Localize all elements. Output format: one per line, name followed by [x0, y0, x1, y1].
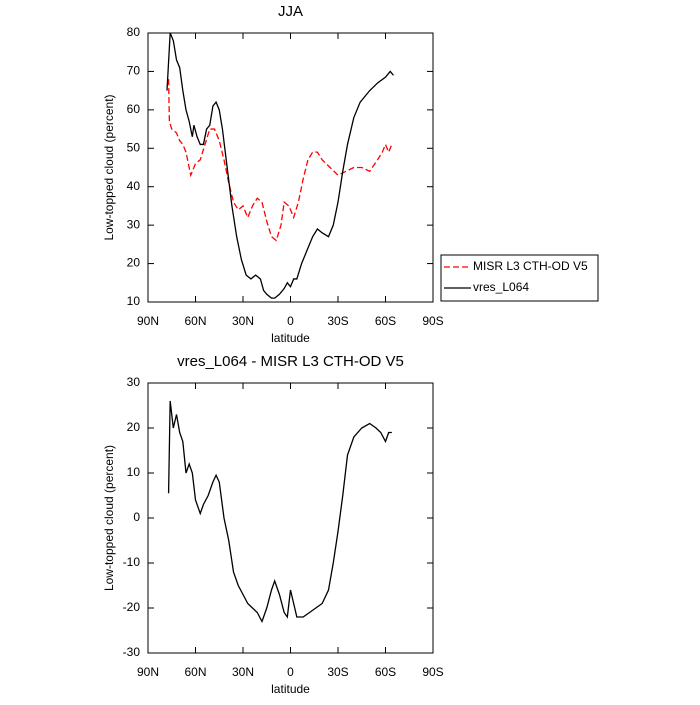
x-tick-label: 90N	[137, 665, 159, 679]
chart-title: vres_L064 - MISR L3 CTH-OD V5	[177, 353, 404, 370]
x-axis-label: latitude	[271, 682, 310, 696]
y-tick-label: 0	[133, 510, 140, 524]
x-tick-label: 90N	[137, 314, 159, 328]
x-tick-label: 60S	[375, 665, 396, 679]
x-tick-label: 30S	[327, 314, 348, 328]
x-tick-label: 90S	[422, 665, 443, 679]
x-tick-label: 30N	[232, 665, 254, 679]
y-tick-label: 70	[127, 64, 141, 78]
x-tick-label: 60S	[375, 314, 396, 328]
y-tick-label: 50	[127, 140, 141, 154]
x-tick-label: 90S	[422, 314, 443, 328]
x-tick-label: 30N	[232, 314, 254, 328]
y-tick-label: 10	[127, 465, 141, 479]
y-tick-label: 80	[127, 25, 141, 39]
y-axis-label: Low-topped cloud (percent)	[102, 94, 116, 240]
legend-label: MISR L3 CTH-OD V5	[473, 259, 588, 273]
y-tick-label: 30	[127, 375, 141, 389]
y-axis-label: Low-topped cloud (percent)	[102, 445, 116, 591]
chart-title: JJA	[278, 3, 303, 20]
y-tick-label: -30	[123, 645, 141, 659]
x-tick-label: 60N	[184, 314, 206, 328]
y-tick-label: 30	[127, 217, 141, 231]
y-tick-label: 10	[127, 294, 141, 308]
x-tick-label: 30S	[327, 665, 348, 679]
x-tick-label: 60N	[184, 665, 206, 679]
x-axis-label: latitude	[271, 331, 310, 345]
y-tick-label: -20	[123, 600, 141, 614]
y-tick-label: 20	[127, 420, 141, 434]
legend-box	[440, 254, 599, 302]
plot-frame	[147, 32, 434, 303]
y-tick-label: -10	[123, 555, 141, 569]
plot-frame	[147, 382, 434, 654]
data-line	[167, 79, 393, 242]
data-line	[166, 32, 394, 299]
y-tick-label: 60	[127, 102, 141, 116]
y-tick-label: 40	[127, 179, 141, 193]
data-line	[167, 400, 392, 624]
legend-label: vres_L064	[473, 280, 529, 294]
x-tick-label: 0	[287, 314, 294, 328]
x-tick-label: 0	[287, 665, 294, 679]
y-tick-label: 20	[127, 256, 141, 270]
